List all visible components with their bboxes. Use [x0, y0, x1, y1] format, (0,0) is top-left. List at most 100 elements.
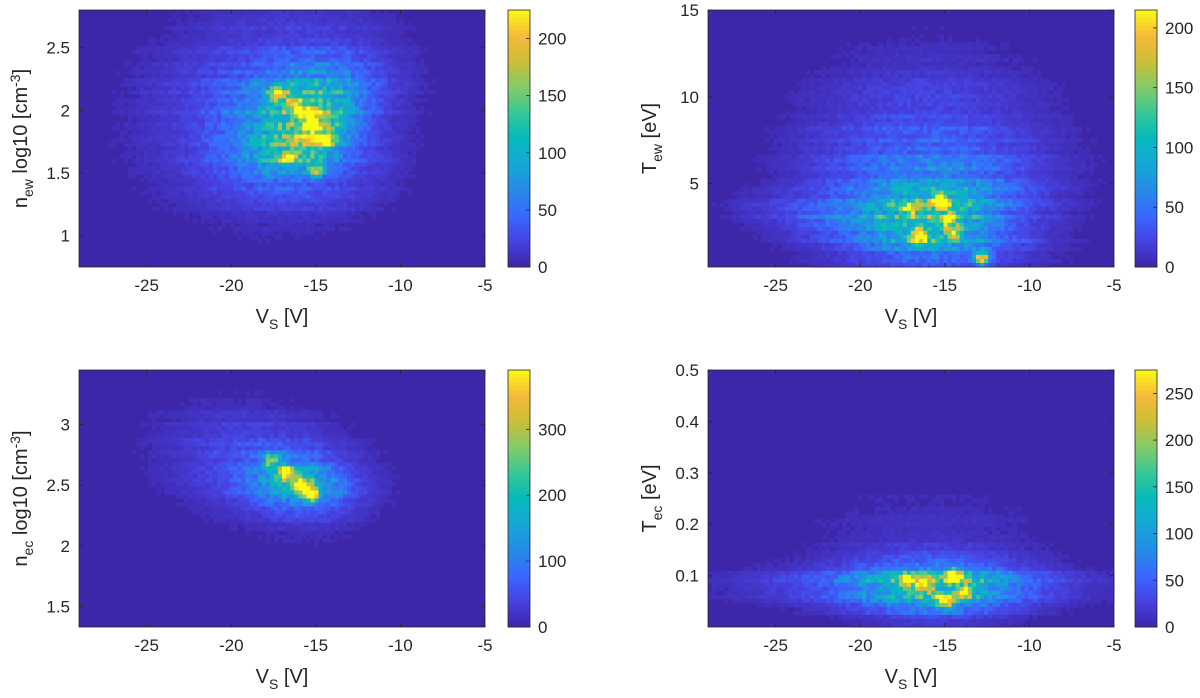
heatmap-cell [342, 58, 348, 63]
heatmap-cell [241, 106, 246, 111]
heatmap-cell [212, 126, 218, 131]
heatmap-cell [931, 94, 936, 99]
heatmap-cell [915, 122, 920, 127]
heatmap-cell [931, 78, 936, 83]
heatmap-cell [870, 86, 875, 91]
heatmap-cell [943, 70, 948, 75]
heatmap-cell [135, 74, 141, 79]
heatmap-cell [971, 50, 977, 55]
heatmap-cell [282, 142, 287, 147]
heatmap-cell [837, 66, 843, 71]
heatmap-cell [919, 90, 924, 95]
heatmap-cell [249, 78, 254, 83]
heatmap-cell [286, 166, 291, 172]
heatmap-cell [963, 102, 969, 107]
colorbar-segment [508, 250, 530, 256]
heatmap-cell [935, 94, 940, 99]
heatmap-cell [208, 142, 214, 147]
heatmap-cell [359, 10, 364, 15]
heatmap-cell [330, 134, 336, 139]
heatmap-cell [355, 162, 360, 168]
heatmap-cell [265, 14, 271, 19]
heatmap-cell [302, 186, 307, 192]
heatmap-cell [208, 110, 214, 115]
heatmap-cell [801, 122, 806, 127]
heatmap-cell [375, 206, 380, 212]
heatmap-cell [135, 62, 141, 67]
heatmap-cell [277, 182, 283, 188]
heatmap-cell [363, 30, 368, 35]
heatmap-cell [286, 118, 291, 123]
heatmap-cell [302, 150, 307, 155]
heatmap-cell [241, 26, 246, 31]
heatmap-cell [192, 114, 198, 119]
heatmap-cell [391, 194, 397, 200]
heatmap-cell [229, 138, 234, 143]
heatmap-cell [984, 106, 989, 111]
heatmap-cell [200, 210, 206, 216]
heatmap-cell [367, 82, 372, 87]
heatmap-cell [870, 62, 875, 67]
heatmap-cell [817, 102, 823, 107]
heatmap-cell [955, 106, 961, 111]
heatmap-cell [253, 150, 259, 155]
heatmap-cell [375, 154, 380, 159]
heatmap-cell [156, 166, 161, 172]
heatmap-cell [963, 62, 969, 67]
heatmap-cell [971, 70, 977, 75]
heatmap-cell [351, 154, 356, 159]
heatmap-cell [322, 82, 328, 87]
heatmap-cell [399, 114, 405, 119]
heatmap-cell [959, 54, 965, 59]
heatmap-cell [906, 118, 912, 123]
heatmap-cell [1028, 98, 1034, 103]
heatmap-cell [245, 226, 250, 232]
heatmap-cell [229, 222, 234, 228]
heatmap-cell [314, 50, 319, 55]
heatmap-cell [359, 142, 364, 147]
heatmap-cell [143, 106, 149, 111]
heatmap-cell [963, 106, 969, 111]
heatmap-cell [911, 86, 916, 91]
heatmap-cell [318, 166, 323, 172]
heatmap-cell [1032, 126, 1038, 131]
heatmap-cell [939, 58, 944, 63]
heatmap-cell [237, 194, 242, 200]
heatmap-cell [947, 102, 952, 107]
heatmap-cell [237, 226, 242, 232]
heatmap-cell [318, 118, 323, 123]
heatmap-cell [338, 214, 344, 220]
heatmap-cell [184, 18, 190, 23]
heatmap-cell [379, 166, 384, 172]
heatmap-cell [346, 154, 352, 159]
heatmap-cell [424, 98, 429, 103]
heatmap-cell [176, 118, 181, 123]
heatmap-cell [164, 50, 169, 55]
heatmap-cell [233, 94, 238, 99]
heatmap-cell [326, 162, 332, 168]
heatmap-cell [241, 10, 246, 15]
heatmap-cell [355, 158, 360, 163]
heatmap-cell [282, 98, 287, 103]
heatmap-cell [379, 26, 384, 31]
heatmap-cell [208, 14, 214, 19]
heatmap-cell [277, 10, 283, 15]
heatmap-cell [326, 158, 332, 163]
heatmap-cell [890, 54, 896, 59]
heatmap-cell [906, 54, 912, 59]
heatmap-cell [233, 50, 238, 55]
heatmap-cell [282, 122, 287, 127]
heatmap-cell [355, 206, 360, 212]
heatmap-cell [407, 70, 413, 75]
heatmap-cell [200, 202, 206, 208]
heatmap-cell [245, 110, 250, 115]
heatmap-cell [290, 26, 295, 31]
heatmap-cell [188, 146, 194, 151]
heatmap-cell [261, 114, 267, 119]
heatmap-cell [334, 130, 340, 135]
heatmap-cell [241, 66, 246, 71]
heatmap-cell [342, 122, 348, 127]
heatmap-cell [245, 70, 250, 75]
heatmap-cell [277, 218, 283, 224]
heatmap-cell [1061, 98, 1066, 103]
